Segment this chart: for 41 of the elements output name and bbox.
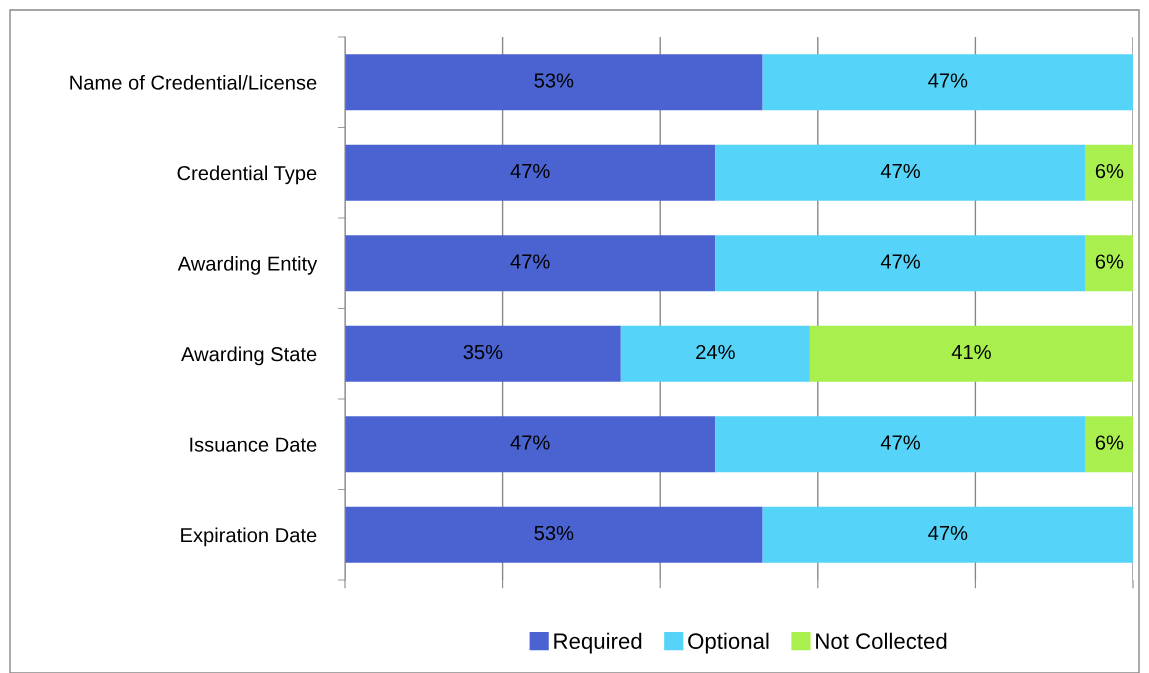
data-label: 47% <box>510 163 550 179</box>
bar <box>1085 144 1133 201</box>
data-label: 47% <box>880 435 920 450</box>
data-label: 47% <box>880 163 920 179</box>
data-label: 6% <box>1095 163 1124 179</box>
bar <box>345 144 716 201</box>
bar <box>345 506 763 563</box>
data-label: 47% <box>510 435 550 450</box>
bar <box>715 235 1086 292</box>
y-tick-label: Issuance Date <box>190 437 317 452</box>
data-label: 6% <box>1095 254 1124 269</box>
data-label: 24% <box>696 344 735 360</box>
data-label: 47% <box>510 254 550 269</box>
bar <box>762 54 1133 111</box>
data-label: 47% <box>928 525 968 541</box>
data-label: 41% <box>951 344 991 360</box>
bar <box>345 235 716 292</box>
y-tick-label: Expiration Date <box>181 527 317 547</box>
bar <box>620 325 810 382</box>
data-label: 47% <box>880 254 920 269</box>
bar <box>715 144 1086 201</box>
legend-label: Optional <box>688 632 769 654</box>
y-tick-label: Name of Credential/License <box>70 74 317 90</box>
bar <box>1085 416 1133 473</box>
bar <box>762 506 1133 563</box>
bar <box>345 325 621 382</box>
data-label: 6% <box>1095 435 1124 450</box>
bar <box>345 54 763 111</box>
legend-label: Not Collected <box>816 632 947 650</box>
legend-label: Required <box>554 632 642 654</box>
y-tick-label: Awarding Entity <box>177 255 318 275</box>
bar <box>715 416 1086 473</box>
data-label: 47% <box>928 73 968 88</box>
y-tick-label: Credential Type <box>177 165 317 185</box>
data-label: 35% <box>463 344 503 360</box>
bar <box>345 416 716 473</box>
bar <box>809 325 1133 382</box>
bar <box>1085 235 1133 292</box>
y-tick-label: Awarding State <box>181 346 317 366</box>
data-label: 53% <box>534 525 574 541</box>
data-label: 53% <box>534 73 574 88</box>
